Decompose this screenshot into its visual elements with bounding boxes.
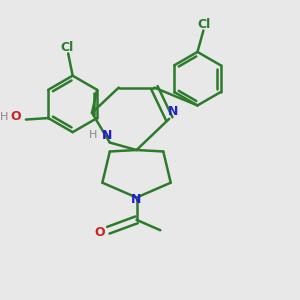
Text: O: O (95, 226, 105, 239)
Text: N: N (131, 193, 142, 206)
Text: N: N (168, 105, 178, 118)
Text: O: O (10, 110, 21, 123)
Text: H: H (0, 112, 8, 122)
Text: Cl: Cl (197, 18, 211, 31)
Text: N: N (102, 129, 112, 142)
Text: H: H (89, 130, 98, 140)
Text: Cl: Cl (60, 41, 73, 54)
